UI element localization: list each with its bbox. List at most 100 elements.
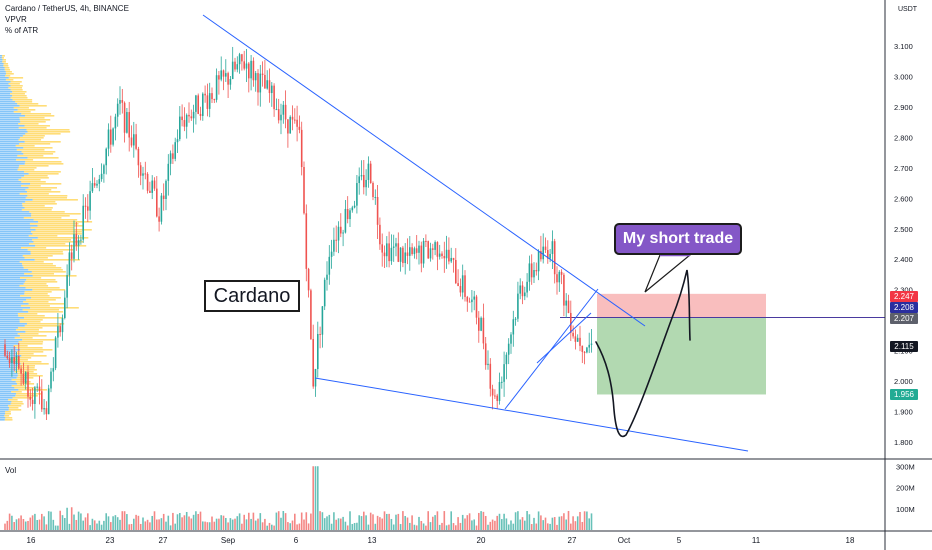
candle-body [64, 297, 66, 318]
short-trade-callout[interactable]: My short trade [614, 223, 742, 255]
volume-bar [526, 510, 528, 530]
candle-body [259, 73, 262, 93]
vpvr-bar-up [0, 75, 6, 77]
vpvr-bar-up [0, 409, 9, 411]
vpvr-bar-down [32, 275, 77, 277]
volume-bar [215, 518, 218, 530]
vpvr-bar-down [24, 325, 61, 327]
candle-body [206, 95, 209, 109]
indicator-vpvr-label[interactable]: VPVR [5, 15, 27, 24]
volume-bar [579, 511, 581, 530]
vpvr-bar-up [0, 107, 14, 109]
candle-body [241, 54, 243, 62]
vpvr-bar-down [3, 63, 9, 65]
vpvr-bar-up [0, 177, 22, 179]
vpvr-bar-up [0, 309, 23, 311]
candle-body [383, 252, 386, 257]
vpvr-bar-down [8, 399, 18, 401]
vpvr-bar-down [28, 269, 63, 271]
candle-body [4, 344, 6, 356]
vpvr-bar-up [0, 77, 9, 79]
candle-body [517, 293, 519, 319]
vpvr-bar-down [33, 241, 84, 243]
vpvr-bar-down [20, 363, 49, 365]
candle-body [156, 188, 158, 217]
vpvr-bar-down [30, 183, 62, 185]
vpvr-bar-down [19, 193, 49, 195]
vpvr-bar-down [24, 257, 48, 259]
volume-bar [112, 516, 114, 530]
volume-bar [296, 524, 298, 530]
vpvr-bar-down [22, 339, 55, 341]
volume-bar [153, 511, 156, 530]
vpvr-bar-up [0, 381, 16, 383]
candle-body [369, 163, 372, 183]
candle-body [277, 109, 280, 121]
volume-bar [570, 523, 572, 530]
volume-bar [321, 512, 324, 530]
candle-body [349, 210, 351, 220]
volume-bar [466, 515, 469, 530]
volume-bar [236, 516, 239, 530]
volume-bar [96, 523, 98, 530]
volume-bar [93, 520, 96, 530]
vpvr-bar-up [0, 321, 20, 323]
volume-bar [137, 515, 140, 530]
candle-body [114, 116, 117, 129]
candle-body [298, 126, 301, 130]
vpvr-bar-down [28, 243, 66, 245]
vpvr-bar-down [25, 133, 61, 135]
vpvr-bar-up [0, 73, 7, 75]
volume-bar [379, 517, 381, 530]
time-tick-label: 27 [159, 536, 168, 545]
stop-price-label: 2.247 [890, 291, 918, 302]
vpvr-bar-up [0, 67, 5, 69]
candle-body [27, 372, 29, 397]
vpvr-bar-up [0, 327, 19, 329]
volume-bar [567, 510, 570, 530]
vpvr-bar-down [26, 279, 56, 281]
vpvr-bar-down [24, 281, 58, 283]
volume-bar [533, 517, 535, 530]
vpvr-bar-down [18, 123, 39, 125]
candle-body [340, 226, 342, 234]
volume-bar [36, 520, 38, 530]
volume-bar [298, 523, 301, 530]
vpvr-bar-up [0, 273, 25, 275]
cardano-text-label[interactable]: Cardano [204, 280, 300, 312]
candle-body [461, 275, 464, 293]
vpvr-bar-up [0, 137, 20, 139]
vpvr-bar-down [23, 147, 53, 149]
indicator-atr-label[interactable]: % of ATR [5, 26, 39, 35]
vpvr-bar-up [0, 399, 9, 401]
candle-body [530, 263, 533, 278]
vpvr-bar-down [18, 139, 42, 141]
vpvr-bar-up [0, 249, 28, 251]
stop-loss-zone [597, 293, 766, 319]
vpvr-bar-down [25, 189, 52, 191]
vpvr-bar-down [22, 255, 53, 257]
volume-bar [135, 514, 137, 530]
volume-bar [176, 514, 179, 530]
candle-body [107, 129, 110, 149]
volume-bar [468, 513, 471, 530]
vpvr-bar-down [19, 137, 44, 139]
candle-body [192, 111, 195, 119]
volume-bar [80, 513, 82, 530]
vpvr-bar-down [25, 197, 68, 199]
candle-body [202, 93, 204, 116]
volume-bar [4, 523, 6, 530]
candle-body [480, 317, 482, 331]
candle-body [494, 395, 496, 397]
target-price-label: 1.956 [890, 389, 918, 400]
candle-body [6, 355, 9, 359]
vpvr-bar-up [0, 129, 27, 131]
vpvr-bar-up [0, 315, 19, 317]
vpvr-bar-down [4, 67, 10, 69]
candle-body [323, 279, 326, 307]
vpvr-bar-up [0, 221, 39, 223]
vpvr-bar-down [14, 371, 34, 373]
vpvr-bar-up [0, 305, 21, 307]
